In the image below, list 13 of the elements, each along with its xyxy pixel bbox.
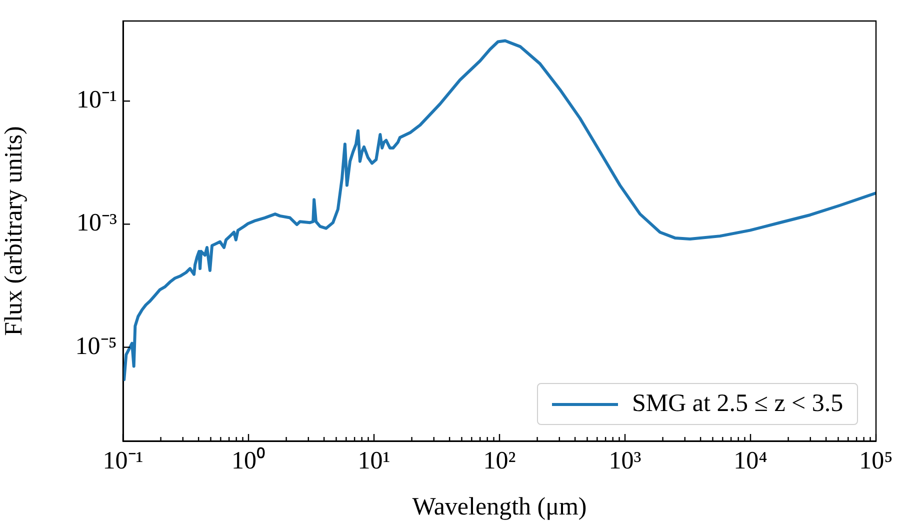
y-tick-label: 10⁻³ <box>76 210 118 237</box>
x-tick-label: 10⁰ <box>232 446 266 475</box>
x-tick-label: 10⁵ <box>859 448 893 475</box>
legend-label: SMG at 2.5 ≤ z < 3.5 <box>632 390 844 418</box>
x-tick-label: 10² <box>483 448 516 475</box>
x-axis-title: Wavelength (μm) <box>412 494 587 521</box>
x-tick-label: 10¹ <box>358 448 390 475</box>
y-tick-label: 10⁻¹ <box>76 86 117 114</box>
x-tick-label: 10⁴ <box>734 448 768 475</box>
x-tick-label: 10⁻¹ <box>102 448 144 475</box>
x-tick-label: 10³ <box>608 448 642 475</box>
y-tick-label: 10⁻⁵ <box>75 332 117 360</box>
y-axis-title: Flux (arbitrary units) <box>0 126 28 336</box>
